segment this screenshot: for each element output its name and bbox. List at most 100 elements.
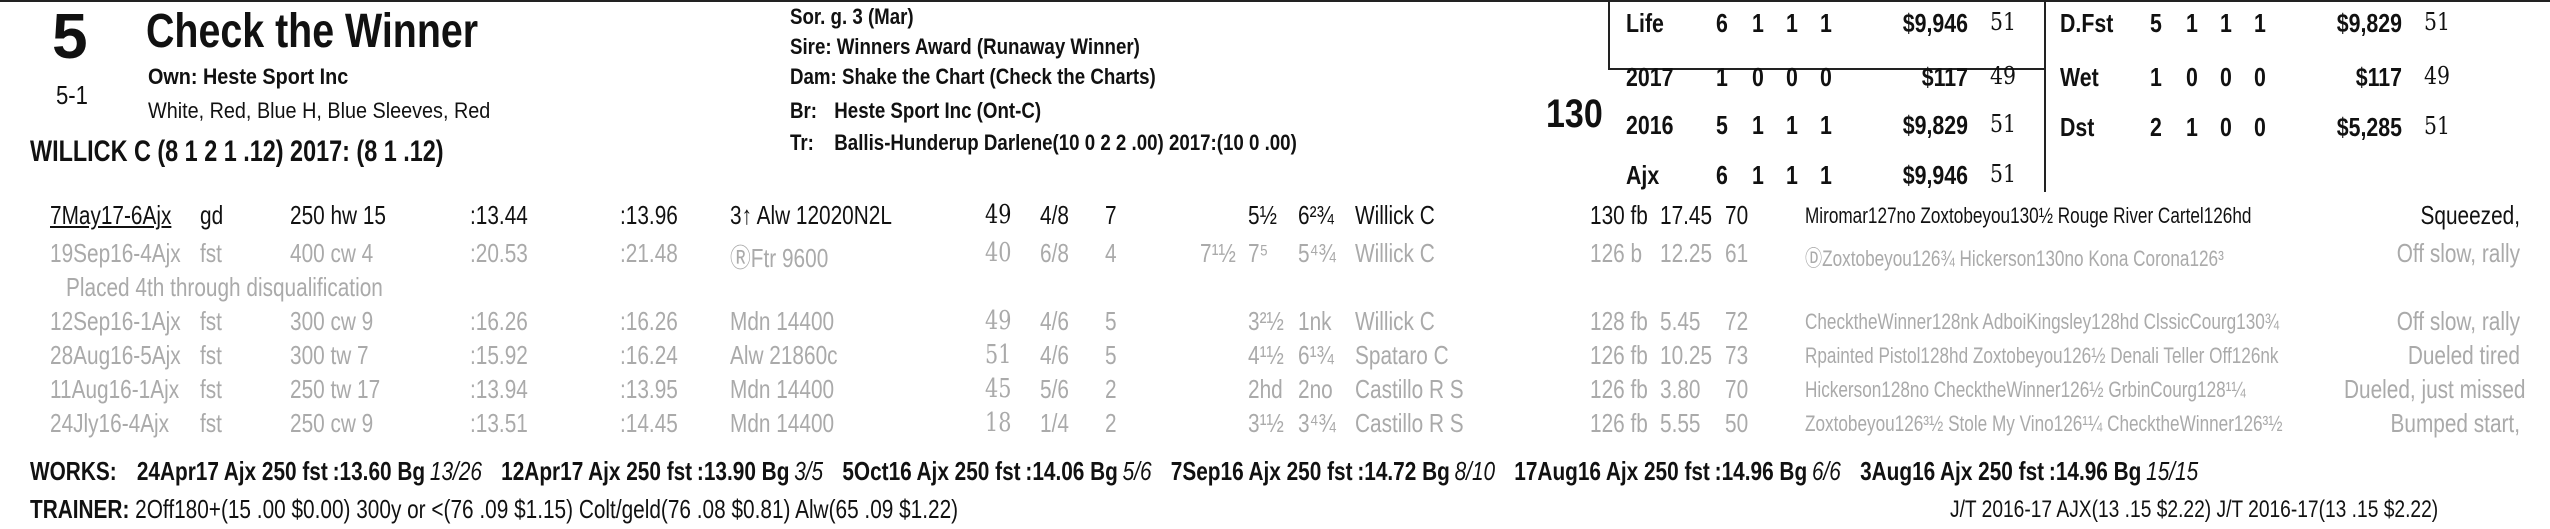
stats-stats_left-w: 1 [1752,8,1764,38]
pp-odds: 5.55 [1660,408,1701,438]
work-rank: 3/5 [794,456,824,486]
pp-call-1: 2hd [1248,374,1283,404]
stats-stats_left-label: Life [1626,8,1664,38]
stats-stats_right-st: 5 [2150,8,2162,38]
pp-weight: 126 fb [1590,374,1648,404]
pp-date: 28Aug16-5Ajx [50,340,181,370]
stats-stats_right-s: 0 [2254,112,2266,142]
stats-stats_left-s: 1 [1820,8,1832,38]
work-time: :13.90 Bg [696,456,790,486]
pp-weight: 126 fb [1590,408,1648,438]
pp-company-line: Rpainted Pistol128hd Zoxtobeyou126½ Dena… [1805,343,2279,368]
stats-stats_left-w: 1 [1752,110,1764,140]
work-item: 7Sep16 Ajx 250 fst:14.72 Bg 8/10 [1171,456,1500,486]
pp-condition: fst [200,238,222,268]
pp-date: 11Aug16-1Ajx [50,374,180,404]
work-date: 12Apr17 [501,456,584,486]
pp-fraction-1: :16.26 [470,306,528,336]
stats-box-left-border [1608,2,1610,70]
pp-start: 4 [1105,238,1117,268]
program-number: 5 [52,0,88,72]
pp-jockey: Castillo R S [1355,408,1464,438]
pp-fraction-2: :21.48 [620,238,678,268]
pp-speed-figure: 40 [985,238,1012,268]
work-item: 12Apr17 Ajx 250 fst:13.90 Bg 3/5 [501,456,828,486]
pp-jockey: Castillo R S [1355,374,1464,404]
pp-call-1: 3²½ [1248,306,1284,336]
stats-stats_right-earn: $9,829 [2336,8,2402,38]
pp-call-0: 7¹½ [1200,238,1236,268]
pp-distance: 250 cw 9 [290,408,374,438]
pp-fraction-1: :13.44 [470,200,528,230]
stats-stats_left-earn: $9,829 [1902,110,1968,140]
pp-condition: fst [200,306,222,336]
pp-speed-figure: 49 [985,306,1012,336]
trainer-label: Tr: [790,130,814,155]
pp-company-line: ChecktheWinner128nk AdboiKingsley128hd C… [1805,309,2280,334]
work-track: Ajx 250 fst [223,456,328,486]
pp-comment: Dueled tired [2407,340,2520,370]
silks: White, Red, Blue H, Blue Sleeves, Red [148,98,491,123]
pp-finish: 2no [1298,374,1333,404]
owner: Own: Heste Sport Inc [148,64,349,89]
pp-post: 4/6 [1040,306,1069,336]
pp-comment: Squeezed, [2420,200,2520,230]
pp-fraction-2: :16.26 [620,306,678,336]
pp-distance: 250 tw 17 [290,374,381,404]
pp-date: 7May17-6Ajx [50,200,172,230]
stats-stats_left-label: 2016 [1626,110,1674,140]
trainer: Ballis-Hunderup Darlene(10 0 2 2 .00) 20… [834,130,1297,155]
stats-stats_left-earn: $117 [1921,62,1968,92]
stats-stats_right-earn: $117 [2355,62,2402,92]
stats-stats_left-p: 0 [1786,62,1798,92]
pp-finish: 6²¾ [1298,200,1334,230]
stats-stats_right-p: 0 [2220,112,2232,142]
stats-stats_right-label: Dst [2060,112,2095,142]
work-time: :13.60 Bg [332,456,426,486]
jockey-line: WILLICK C (8 1 2 1 .12) 2017: (8 1 .12) [30,135,444,168]
pp-start: 5 [1105,306,1117,336]
pp-post: 6/8 [1040,238,1069,268]
pp-race-type: Alw 21860c [730,340,838,370]
stats-stats_right-w: 1 [2186,8,2198,38]
pp-date: 19Sep16-4Ajx [50,238,181,268]
pp-post: 1/4 [1040,408,1069,438]
breeder: Heste Sport Inc (Ont-C) [834,98,1042,123]
jockey-trainer-stats: J/T 2016-17 AJX(13 .15 $2.22) J/T 2016-1… [1950,496,2439,523]
pp-start: 7 [1105,200,1117,230]
sire-line: Sire: Winners Award (Runaway Winner) [790,34,1140,60]
works-line: WORKS: 24Apr17 Ajx 250 fst:13.60 Bg 13/26 1… [30,456,2203,487]
pp-race-type: Mdn 14400 [730,408,835,438]
pp-figure: 70 [1725,374,1749,404]
stats-stats_left-label: 2017 [1626,62,1674,92]
pp-note: Placed 4th through disqualification [66,272,383,302]
pp-company-line: Zoxtobeyou126³½ Stole My Vino126¹¼ Check… [1805,411,2283,436]
stats-column-divider [2044,2,2046,192]
pp-comment: Off slow, rally [2396,306,2520,336]
pp-odds: 10.25 [1660,340,1713,370]
pp-condition: fst [200,340,222,370]
stats-stats_left-fig: 51 [1990,160,2016,188]
pp-speed-figure: 51 [985,340,1012,370]
works-label: WORKS: [30,456,117,486]
stats-stats_left-s: 0 [1820,62,1832,92]
pp-distance: 400 cw 4 [290,238,374,268]
sex-age: Sor. g. 3 (Mar) [790,4,914,29]
work-item: 5Oct16 Ajx 250 fst:14.06 Bg 5/6 [842,456,1156,486]
pp-speed-figure: 18 [985,408,1012,438]
pp-finish: 5⁴¾ [1298,238,1336,268]
pp-figure: 70 [1725,200,1749,230]
pp-weight: 126 b [1590,238,1643,268]
pp-start: 2 [1105,408,1117,438]
work-rank: 8/10 [1454,456,1496,486]
pp-finish: 6¹¾ [1298,340,1334,370]
stats-stats_left-earn: $9,946 [1902,160,1968,190]
pp-fraction-2: :13.95 [620,374,678,404]
pp-speed-figure: 49 [985,200,1012,230]
pp-odds: 12.25 [1660,238,1713,268]
pp-condition: fst [200,408,222,438]
dam: Shake the Chart (Check the Charts) [841,64,1156,89]
work-time: :14.96 Bg [2048,456,2142,486]
pp-fraction-2: :13.96 [620,200,678,230]
work-item: 24Apr17 Ajx 250 fst:13.60 Bg 13/26 [137,456,487,486]
